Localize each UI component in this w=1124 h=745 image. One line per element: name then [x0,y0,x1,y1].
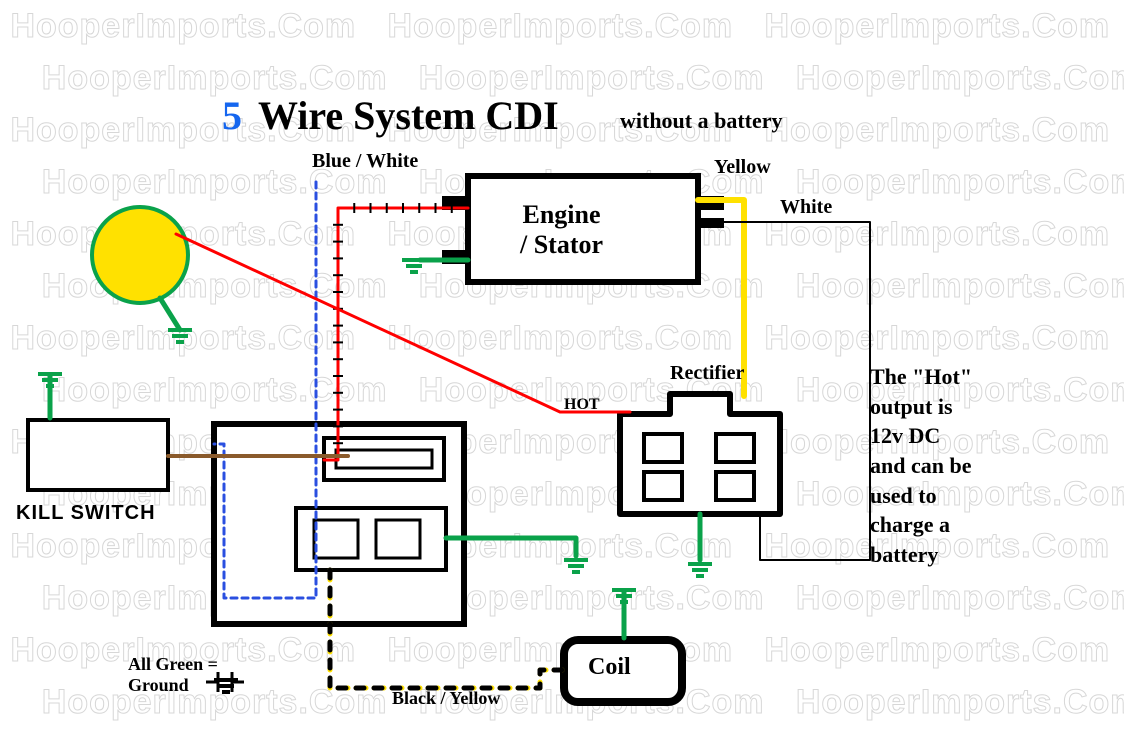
label-white: White [780,196,832,219]
title-subtitle: without a battery [620,108,783,134]
label-rectifier: Rectifier [670,362,744,385]
label-yellow: Yellow [714,156,771,179]
coil-label: Coil [588,654,631,681]
label-all-green: All Green =Ground [128,654,218,696]
title-main: Wire System CDI [258,92,559,139]
diagram-stage: HooperImports.Com HooperImports.Com Hoop… [0,0,1124,745]
label-black-yellow: Black / Yellow [392,688,500,709]
hot-output-note: The "Hot"output is12v DCand can beused t… [870,362,972,570]
label-hot: HOT [564,396,600,414]
engine-stator-label: Engine/ Stator [520,200,603,260]
title-number: 5 [222,92,242,139]
label-blue-white: Blue / White [312,150,418,173]
label-kill-switch: KILL SWITCH [16,502,156,525]
